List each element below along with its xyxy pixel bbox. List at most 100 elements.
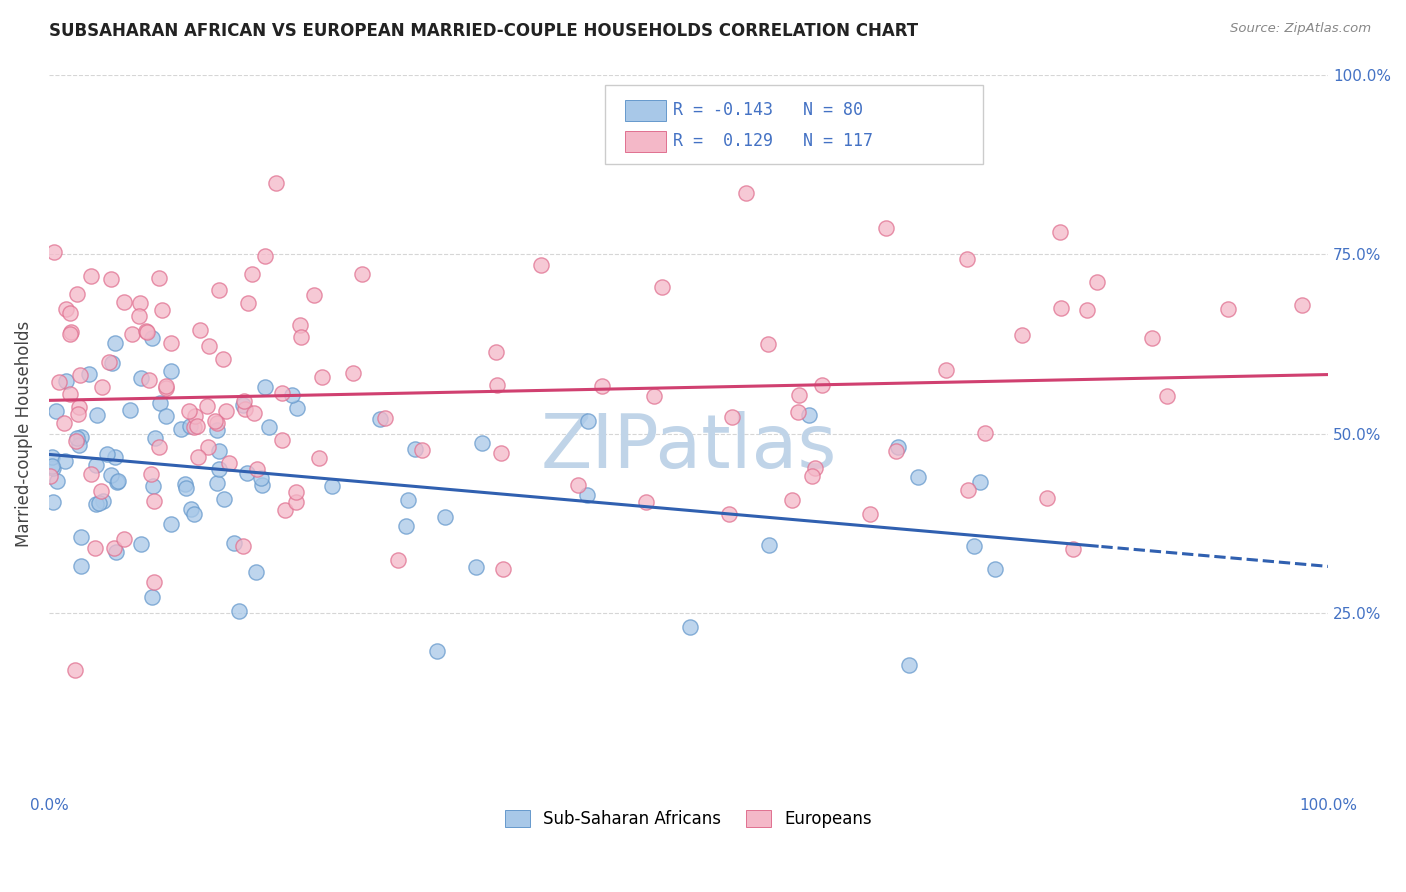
Point xyxy=(129,537,152,551)
Point xyxy=(489,446,512,460)
Point xyxy=(311,370,333,384)
Point xyxy=(186,419,208,434)
Point xyxy=(139,467,162,482)
FancyBboxPatch shape xyxy=(624,100,665,121)
Point xyxy=(188,323,211,337)
Point xyxy=(208,283,231,297)
Point xyxy=(100,356,122,370)
Point xyxy=(884,444,907,458)
Point xyxy=(1036,491,1059,505)
Point xyxy=(281,388,304,402)
Point xyxy=(266,176,288,190)
Point xyxy=(138,373,160,387)
Text: R =  0.129   N = 117: R = 0.129 N = 117 xyxy=(673,132,873,151)
Point xyxy=(91,379,114,393)
Point xyxy=(77,367,100,381)
Point xyxy=(250,478,273,492)
Point xyxy=(70,430,93,444)
Point xyxy=(170,422,193,436)
Point xyxy=(135,326,157,340)
Point xyxy=(148,440,170,454)
Point xyxy=(205,475,228,490)
Point xyxy=(678,620,700,634)
Point xyxy=(112,295,135,310)
Point xyxy=(39,468,62,483)
Point xyxy=(290,330,312,344)
Point xyxy=(195,400,218,414)
Point xyxy=(464,560,486,574)
Point xyxy=(160,364,183,378)
Point xyxy=(485,345,508,359)
Point xyxy=(471,436,494,450)
Point xyxy=(387,552,409,566)
Point xyxy=(173,476,195,491)
Point xyxy=(342,366,364,380)
Point xyxy=(187,450,209,465)
Point xyxy=(236,295,259,310)
Point xyxy=(782,493,804,508)
Point xyxy=(897,657,920,672)
Point xyxy=(197,440,219,454)
Point xyxy=(374,410,396,425)
Point xyxy=(236,467,259,481)
Point xyxy=(245,565,267,579)
Point xyxy=(1062,542,1084,557)
Point xyxy=(240,267,263,281)
Point xyxy=(395,519,418,533)
Point xyxy=(96,447,118,461)
Point xyxy=(984,562,1007,576)
Point xyxy=(80,268,103,283)
Point xyxy=(183,419,205,434)
Point xyxy=(232,394,254,409)
Point xyxy=(205,416,228,430)
Point xyxy=(65,434,87,449)
Point xyxy=(804,460,827,475)
Point xyxy=(149,396,172,410)
Point xyxy=(70,559,93,574)
Point xyxy=(67,401,90,415)
Point xyxy=(321,479,343,493)
Point xyxy=(228,604,250,618)
Point xyxy=(956,483,979,497)
Point xyxy=(799,408,821,422)
Point xyxy=(63,663,86,677)
Point xyxy=(55,453,77,467)
Point xyxy=(222,535,245,549)
Point xyxy=(567,478,589,492)
Point xyxy=(530,259,553,273)
Point xyxy=(183,508,205,522)
Point xyxy=(91,493,114,508)
Point xyxy=(576,413,599,427)
Point xyxy=(787,388,810,402)
Point xyxy=(45,474,67,488)
Point xyxy=(103,335,125,350)
Point xyxy=(1140,331,1163,345)
Point xyxy=(396,493,419,508)
Point xyxy=(70,530,93,544)
Point xyxy=(352,267,374,281)
Point xyxy=(90,483,112,498)
Point xyxy=(105,475,128,489)
Point xyxy=(215,404,238,418)
Point xyxy=(174,481,197,495)
Point xyxy=(135,324,157,338)
Point xyxy=(155,409,177,423)
Point xyxy=(287,401,309,415)
Point xyxy=(253,249,276,263)
Point xyxy=(84,541,107,555)
Point xyxy=(84,497,107,511)
Point xyxy=(274,503,297,517)
Point xyxy=(208,462,231,476)
Point xyxy=(67,438,90,452)
Point xyxy=(1291,298,1313,312)
Point xyxy=(718,507,741,521)
Point xyxy=(69,368,91,382)
Point xyxy=(204,414,226,428)
Legend: Sub-Saharan Africans, Europeans: Sub-Saharan Africans, Europeans xyxy=(498,803,879,835)
FancyBboxPatch shape xyxy=(606,86,983,164)
Point xyxy=(205,423,228,437)
Point xyxy=(198,339,221,353)
Point xyxy=(956,252,979,266)
Point xyxy=(735,186,758,200)
Point xyxy=(411,443,433,458)
